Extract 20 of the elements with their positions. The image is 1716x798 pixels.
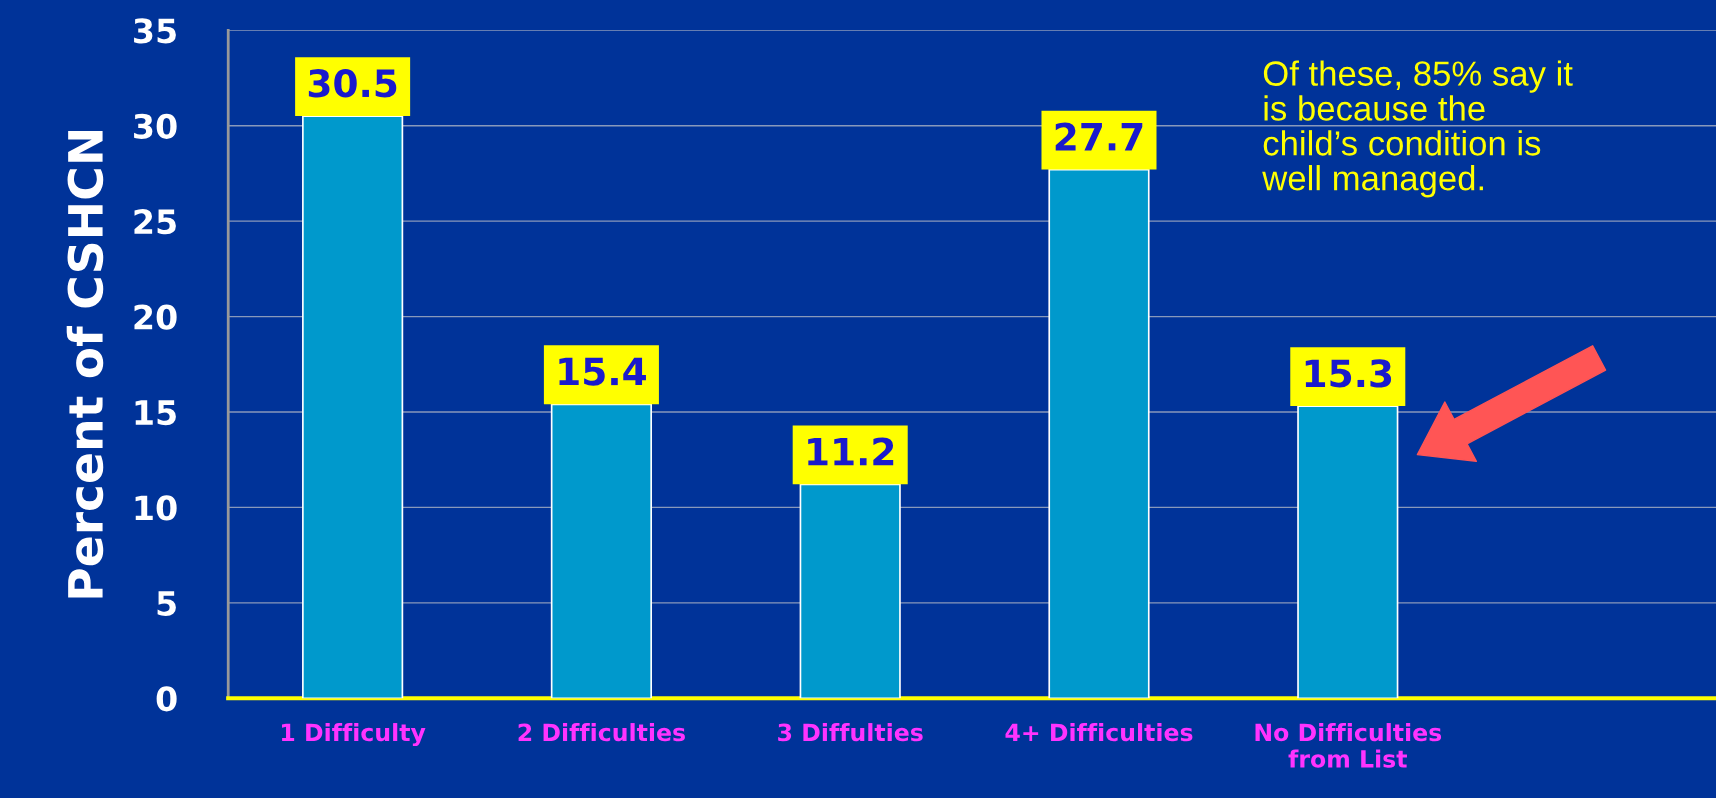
y-tick-label: 30 bbox=[134, 113, 177, 139]
x-tick-label: 1 Difficulty bbox=[282, 723, 426, 747]
y-tick-label: 5 bbox=[157, 591, 176, 616]
y-tick-label: 25 bbox=[134, 209, 176, 235]
x-tick-label: No Difficulties from List bbox=[1255, 723, 1442, 768]
y-tick-label: 15 bbox=[135, 400, 176, 426]
data-label: 15.4 bbox=[559, 357, 646, 386]
data-label: 11.2 bbox=[808, 437, 894, 466]
data-label: 27.7 bbox=[1055, 122, 1143, 151]
annotation: Of these, 85% say it is because the child’s condition is well managed. bbox=[1262, 60, 1573, 198]
y-axis-title: Percent of CSHCN bbox=[66, 130, 104, 598]
y-tick-label: 0 bbox=[156, 686, 177, 712]
y-tick-label: 20 bbox=[134, 304, 177, 330]
x-tick-label: 3 Diffulties bbox=[778, 723, 923, 742]
y-tick-label: 35 bbox=[134, 18, 176, 44]
data-label: 30.5 bbox=[308, 69, 397, 98]
x-tick-label: 2 Difficulties bbox=[518, 723, 685, 742]
x-tick-label: 4+ Difficulties bbox=[1005, 723, 1193, 742]
y-tick-label: 10 bbox=[135, 495, 177, 521]
data-label: 15.3 bbox=[1305, 359, 1392, 388]
